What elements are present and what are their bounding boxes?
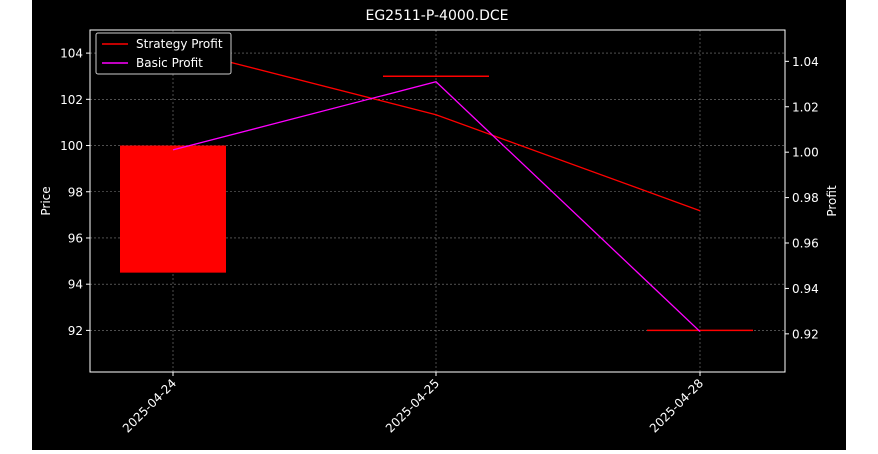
y-tick-label: 92 bbox=[68, 324, 83, 338]
series-line bbox=[172, 47, 701, 212]
y2-tick-label: 1.04 bbox=[792, 55, 819, 69]
y-tick-label: 96 bbox=[68, 231, 83, 245]
left-y-axis: 92 94 96 98 100 102 104 bbox=[60, 47, 90, 338]
y2-tick-label: 1.00 bbox=[792, 146, 819, 160]
y2-tick-label: 0.92 bbox=[792, 327, 819, 341]
y2-axis-label: Profit bbox=[825, 185, 839, 217]
chart-title: EG2511-P-4000.DCE bbox=[365, 8, 508, 24]
y2-tick-label: 0.94 bbox=[792, 282, 819, 296]
legend: Strategy Profit Basic Profit bbox=[95, 32, 232, 75]
candles bbox=[120, 75, 753, 332]
chart-figure: EG2511-P-4000.DCE 92 94 96 98 100 102 104 0.92… bbox=[32, 0, 846, 450]
y-axis-label: Price bbox=[39, 186, 53, 215]
y-tick-label: 94 bbox=[68, 278, 83, 292]
candle-body bbox=[120, 145, 226, 273]
grid-lines bbox=[90, 30, 785, 372]
plot-area-frame bbox=[89, 29, 786, 373]
y2-tick-label: 0.96 bbox=[792, 237, 819, 251]
y-tick-label: 104 bbox=[60, 47, 83, 61]
series-line bbox=[172, 81, 701, 333]
y-tick-label: 102 bbox=[60, 93, 83, 107]
legend-label-strategy: Strategy Profit bbox=[136, 37, 223, 51]
y2-tick-label: 1.02 bbox=[792, 100, 819, 114]
y2-tick-label: 0.98 bbox=[792, 191, 819, 205]
right-y-axis: 0.92 0.94 0.96 0.98 1.00 1.02 1.04 bbox=[785, 55, 819, 341]
legend-box bbox=[95, 32, 232, 75]
profit-lines bbox=[172, 47, 701, 333]
legend-label-basic: Basic Profit bbox=[136, 56, 203, 70]
chart-svg: EG2511-P-4000.DCE 92 94 96 98 100 102 104 0.92… bbox=[32, 0, 846, 450]
y-tick-label: 98 bbox=[68, 185, 83, 199]
y-tick-label: 100 bbox=[60, 139, 83, 153]
